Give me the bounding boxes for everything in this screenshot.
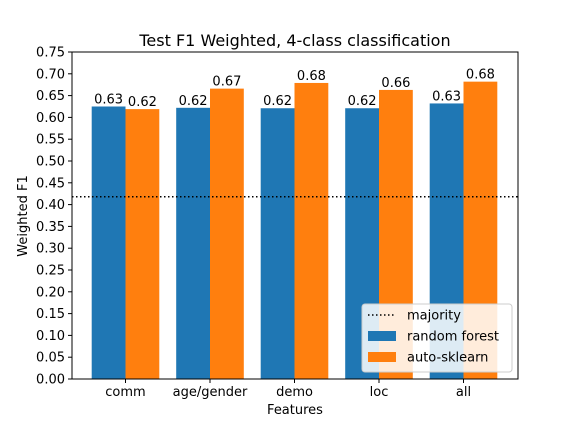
y-axis-label: Weighted F1 xyxy=(16,175,31,256)
y-tick-label: 0.15 xyxy=(36,307,65,322)
y-tick-label: 0.70 xyxy=(36,67,65,82)
bar-value-label: 0.67 xyxy=(212,75,241,90)
y-tick-label: 0.20 xyxy=(36,285,65,300)
bar-value-label: 0.62 xyxy=(348,94,377,109)
bar-auto-sklearn-2 xyxy=(294,82,329,380)
legend-random-forest-label: random forest xyxy=(407,330,499,345)
y-tick-label: 0.00 xyxy=(36,373,65,388)
legend-majority-label: majority xyxy=(407,309,461,324)
y-tick-label: 0.75 xyxy=(36,46,65,61)
x-tick-label: age/gender xyxy=(173,385,248,400)
y-tick-label: 0.40 xyxy=(36,198,65,213)
y-tick-label: 0.50 xyxy=(36,155,65,170)
legend-auto-sklearn-swatch xyxy=(368,352,396,362)
bar-value-label: 0.63 xyxy=(94,93,123,108)
y-tick-label: 0.45 xyxy=(36,176,65,191)
y-tick-label: 0.10 xyxy=(36,329,65,344)
chart-title: Test F1 Weighted, 4-class classification xyxy=(138,31,450,50)
bar-random-forest-2 xyxy=(260,108,295,379)
bar-value-label: 0.62 xyxy=(128,95,157,110)
x-tick-label: demo xyxy=(276,385,313,400)
bar-random-forest-0 xyxy=(91,106,126,379)
legend-box xyxy=(361,303,513,373)
y-tick-label: 0.30 xyxy=(36,242,65,257)
x-tick-label: all xyxy=(456,385,471,400)
bar-value-label: 0.62 xyxy=(263,94,292,109)
legend-auto-sklearn-label: auto-sklearn xyxy=(407,351,488,366)
x-axis-label: Features xyxy=(267,403,323,418)
x-tick-label: comm xyxy=(105,385,145,400)
y-tick-label: 0.35 xyxy=(36,220,65,235)
bar-value-label: 0.68 xyxy=(466,68,495,83)
legend: majority random forest auto-sklearn xyxy=(361,303,513,373)
y-tick-label: 0.55 xyxy=(36,133,65,148)
y-tick-label: 0.25 xyxy=(36,264,65,279)
y-tick-label: 0.60 xyxy=(36,111,65,126)
bar-value-label: 0.66 xyxy=(381,76,410,91)
y-tick-label: 0.05 xyxy=(36,351,65,366)
x-tick-label: loc xyxy=(370,385,389,400)
bar-value-label: 0.62 xyxy=(179,94,208,109)
bar-random-forest-1 xyxy=(176,107,210,380)
bar-value-label: 0.63 xyxy=(432,89,461,104)
bar-auto-sklearn-0 xyxy=(125,109,160,379)
bar-auto-sklearn-1 xyxy=(210,88,244,380)
legend-random-forest-swatch xyxy=(368,331,396,341)
y-tick-label: 0.65 xyxy=(36,89,65,104)
axes-layer: 0.00 0.05 0.10 0.15 0.20 0.25 0.30 0.35 0.40 0.45… xyxy=(36,46,519,400)
bar-value-label: 0.68 xyxy=(297,69,326,84)
